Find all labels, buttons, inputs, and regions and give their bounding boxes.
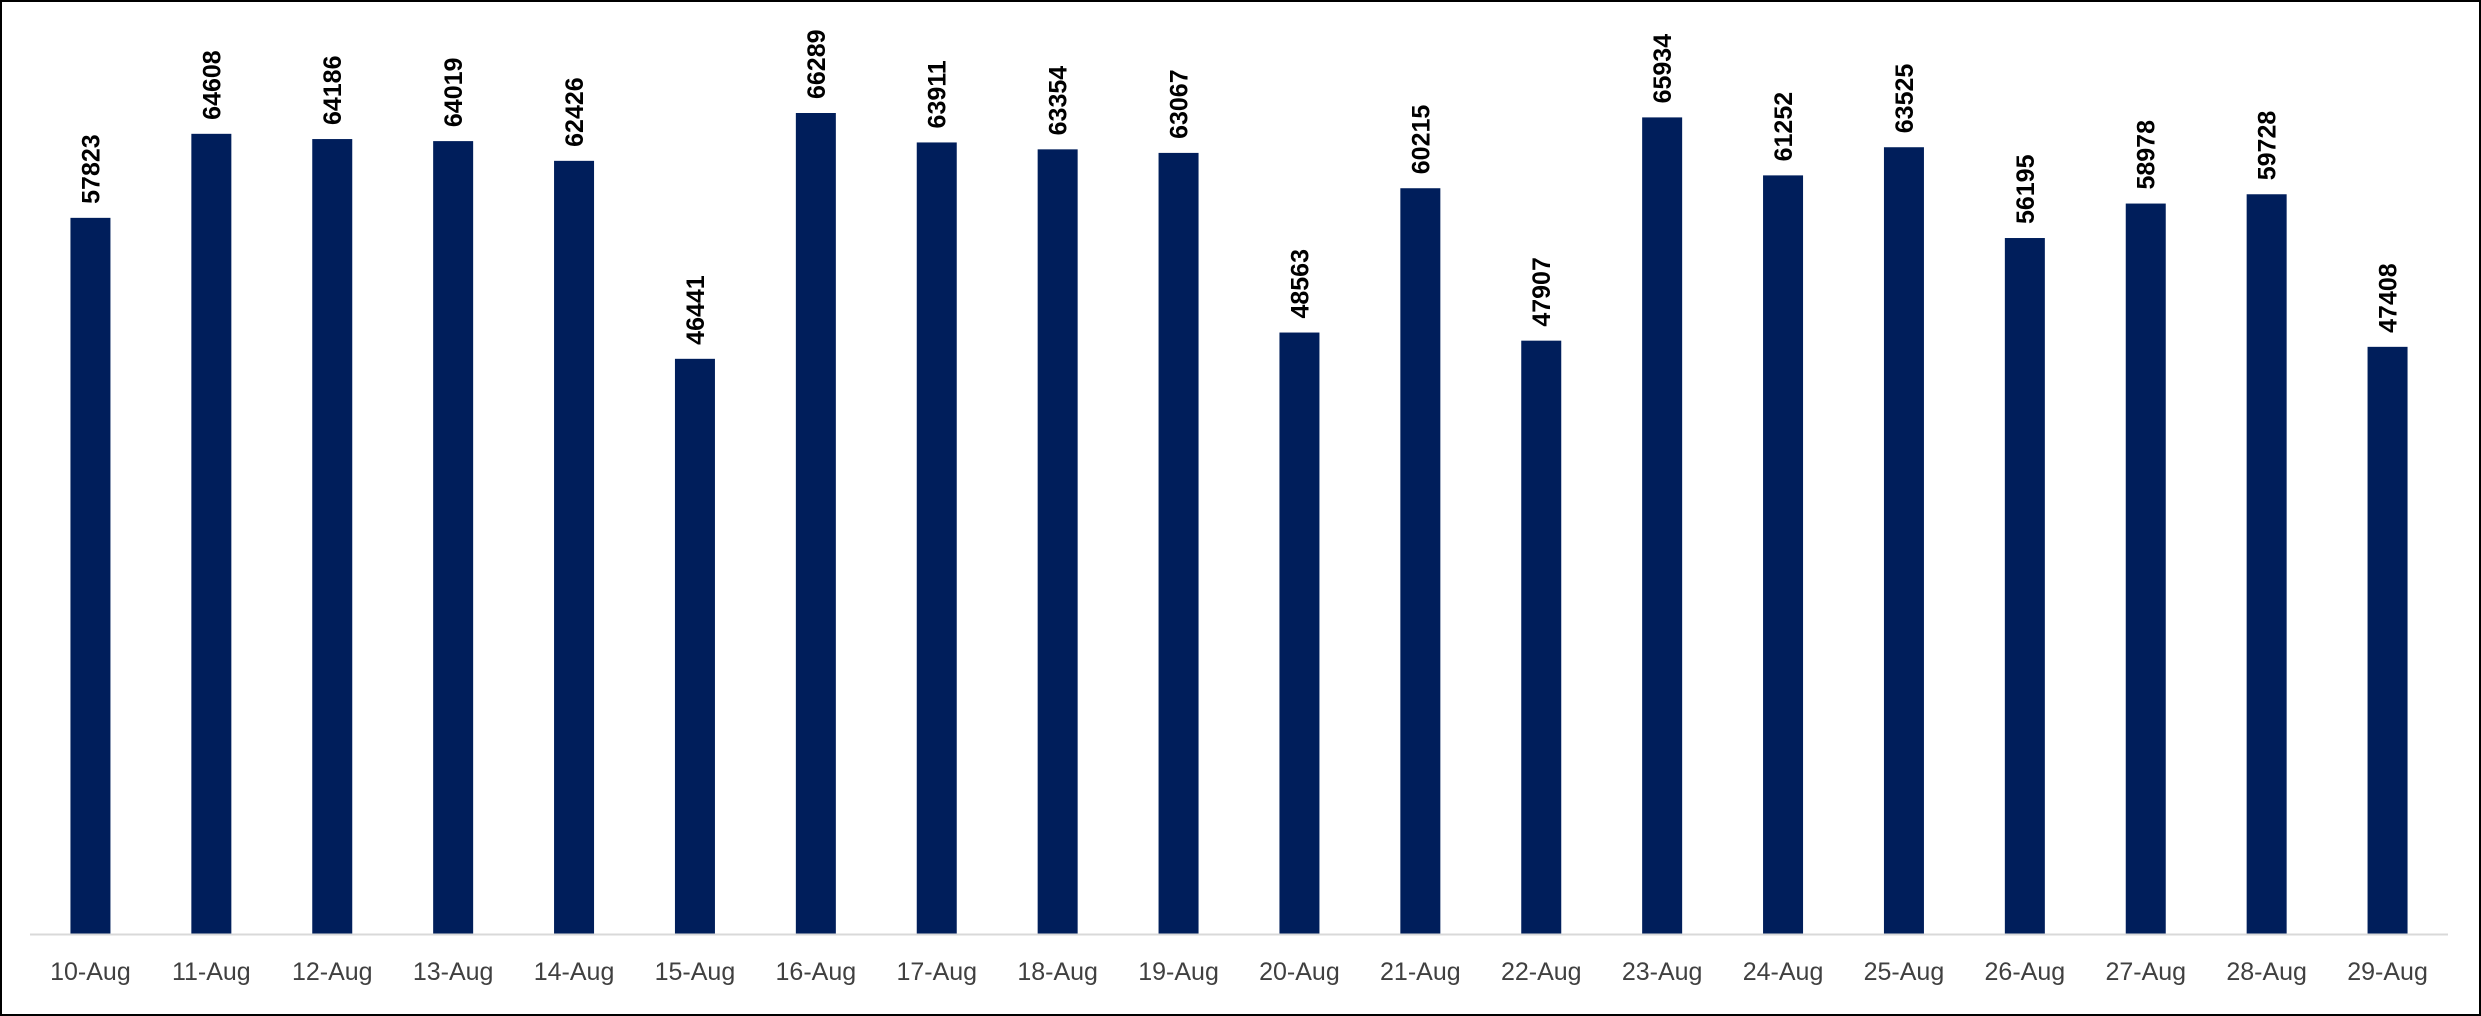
bar-28-Aug — [2246, 194, 2287, 934]
x-tick-label-10-Aug: 10-Aug — [50, 958, 131, 986]
data-label-23-Aug: 65934 — [1649, 34, 1677, 104]
bar-22-Aug — [1521, 340, 1562, 934]
data-label-27-Aug: 58978 — [2133, 120, 2161, 190]
bar-21-Aug — [1400, 188, 1441, 935]
x-tick-label-16-Aug: 16-Aug — [776, 958, 857, 986]
bars-group — [70, 113, 2408, 935]
x-tick-label-29-Aug: 29-Aug — [2347, 958, 2428, 986]
data-label-26-Aug: 56195 — [2012, 154, 2040, 224]
bar-27-Aug — [2125, 203, 2166, 935]
data-label-19-Aug: 63067 — [1166, 69, 1194, 139]
bar-26-Aug — [2004, 238, 2045, 934]
data-label-17-Aug: 63911 — [924, 60, 952, 128]
bar-23-Aug — [1642, 117, 1683, 934]
bar-16-Aug — [795, 113, 836, 934]
bar-20-Aug — [1279, 332, 1320, 934]
bar-25-Aug — [1883, 147, 1924, 935]
data-label-10-Aug: 57823 — [77, 134, 105, 204]
data-label-14-Aug: 62426 — [561, 77, 589, 147]
data-label-24-Aug: 61252 — [1770, 92, 1798, 162]
data-labels-group: 57823 64608 64186 64019 62426 46441 66289 63911… — [77, 29, 2402, 344]
bar-19-Aug — [1158, 152, 1199, 934]
x-tick-label-23-Aug: 23-Aug — [1622, 958, 1703, 986]
data-label-22-Aug: 47907 — [1528, 257, 1556, 327]
data-label-16-Aug: 66289 — [803, 29, 831, 99]
data-label-13-Aug: 64019 — [440, 58, 468, 128]
bar-15-Aug — [674, 358, 715, 934]
x-tick-label-20-Aug: 20-Aug — [1259, 958, 1340, 986]
x-tick-label-12-Aug: 12-Aug — [292, 958, 373, 986]
bar-29-Aug — [2367, 346, 2408, 935]
bar-11-Aug — [191, 133, 232, 934]
data-label-28-Aug: 59728 — [2254, 111, 2282, 181]
x-tick-label-28-Aug: 28-Aug — [2226, 958, 2307, 986]
x-tick-label-21-Aug: 21-Aug — [1380, 958, 1461, 986]
data-label-25-Aug: 63525 — [1891, 64, 1919, 134]
x-tick-label-27-Aug: 27-Aug — [2105, 958, 2186, 986]
data-label-29-Aug: 47408 — [2375, 263, 2403, 333]
bar-10-Aug — [70, 217, 111, 935]
x-tick-label-14-Aug: 14-Aug — [534, 958, 615, 986]
x-tick-labels-group: 10-Aug 11-Aug 12-Aug 13-Aug 14-Aug 15-Aug 16-A… — [50, 958, 2428, 986]
bar-12-Aug — [312, 139, 353, 935]
x-tick-label-15-Aug: 15-Aug — [655, 958, 736, 986]
data-label-18-Aug: 63354 — [1045, 66, 1073, 136]
x-tick-label-18-Aug: 18-Aug — [1017, 958, 1098, 986]
x-tick-label-13-Aug: 13-Aug — [413, 958, 494, 986]
bar-13-Aug — [433, 141, 474, 935]
bar-14-Aug — [554, 160, 595, 935]
data-label-12-Aug: 64186 — [319, 56, 347, 126]
x-tick-label-11-Aug: 11-Aug — [172, 958, 251, 986]
x-tick-label-24-Aug: 24-Aug — [1743, 958, 1824, 986]
x-tick-label-25-Aug: 25-Aug — [1864, 958, 1945, 986]
x-tick-label-22-Aug: 22-Aug — [1501, 958, 1582, 986]
x-tick-label-19-Aug: 19-Aug — [1138, 958, 1219, 986]
bar-17-Aug — [916, 142, 957, 934]
data-label-15-Aug: 46441 — [682, 275, 710, 345]
bar-24-Aug — [1763, 175, 1804, 934]
bar-18-Aug — [1037, 149, 1078, 935]
x-tick-label-17-Aug: 17-Aug — [896, 958, 977, 986]
data-label-11-Aug: 64608 — [198, 50, 226, 120]
data-label-20-Aug: 48563 — [1286, 249, 1314, 319]
data-label-21-Aug: 60215 — [1407, 105, 1435, 175]
x-tick-label-26-Aug: 26-Aug — [1985, 958, 2066, 986]
